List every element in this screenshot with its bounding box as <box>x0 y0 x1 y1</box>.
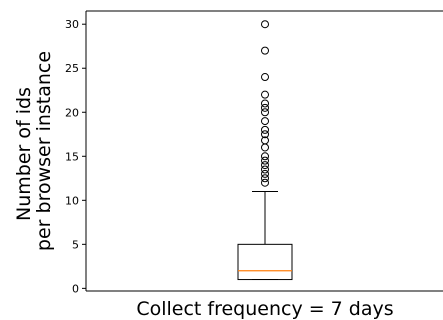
outlier-point <box>261 90 269 99</box>
y-axis-label-line-2: per browser instance <box>33 51 55 251</box>
outlier-point <box>261 152 269 161</box>
outlier-point <box>261 46 269 55</box>
y-tick-label-25: 25 <box>65 62 79 75</box>
outlier-point <box>261 125 269 134</box>
y-tick-label-20: 20 <box>65 106 79 119</box>
y-axis: 0 5 10 15 20 25 30 <box>65 18 86 295</box>
y-axis-label-line-1: Number of ids <box>13 87 35 221</box>
outlier-point <box>261 143 269 152</box>
y-tick-label-30: 30 <box>65 18 79 31</box>
y-tick-label-10: 10 <box>65 194 79 207</box>
y-tick-label-15: 15 <box>65 150 79 163</box>
y-tick-label-0: 0 <box>72 282 79 295</box>
outlier-point <box>261 73 269 82</box>
outliers <box>261 20 269 187</box>
outlier-point <box>261 108 269 117</box>
outlier-point <box>261 103 269 112</box>
outlier-point <box>261 20 269 29</box>
y-axis-label: Number of ids per browser instance <box>13 51 55 251</box>
outlier-point <box>261 136 269 145</box>
outlier-point <box>261 165 269 174</box>
outlier-point <box>261 130 269 139</box>
outlier-point <box>261 178 269 187</box>
outlier-point <box>261 117 269 126</box>
y-tick-label-5: 5 <box>72 238 79 251</box>
outlier-point <box>261 161 269 170</box>
labels: Collect frequency = 7 days Number of ids… <box>13 51 394 320</box>
outlier-point <box>261 174 269 183</box>
outlier-point <box>261 156 269 165</box>
boxplot <box>237 191 293 281</box>
outlier-point <box>261 99 269 108</box>
box <box>237 243 293 281</box>
outlier-point <box>261 169 269 178</box>
x-axis-label: Collect frequency = 7 days <box>136 298 393 320</box>
